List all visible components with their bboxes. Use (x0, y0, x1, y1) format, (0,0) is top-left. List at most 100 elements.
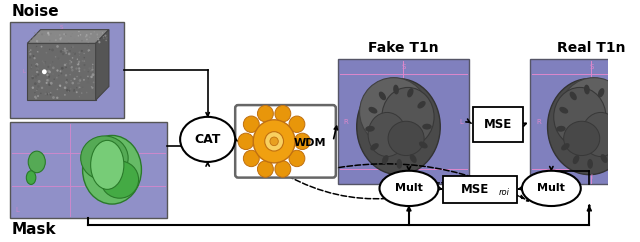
Circle shape (102, 32, 103, 33)
Polygon shape (28, 30, 109, 43)
Circle shape (82, 87, 84, 89)
Circle shape (74, 53, 76, 54)
Circle shape (38, 68, 39, 70)
Circle shape (61, 70, 63, 72)
Circle shape (47, 70, 49, 72)
Circle shape (47, 79, 49, 82)
Bar (28, 43, 95, 100)
Circle shape (33, 36, 35, 37)
Circle shape (44, 61, 45, 64)
Circle shape (238, 133, 254, 150)
Text: roi: roi (499, 188, 510, 197)
Circle shape (79, 87, 81, 88)
Circle shape (70, 61, 72, 63)
Circle shape (90, 76, 93, 78)
Circle shape (35, 75, 37, 78)
Circle shape (67, 91, 68, 92)
Circle shape (65, 41, 67, 42)
Circle shape (243, 150, 259, 167)
Circle shape (32, 76, 33, 77)
Circle shape (88, 67, 91, 70)
Text: S: S (60, 25, 63, 30)
Ellipse shape (582, 113, 620, 157)
Circle shape (86, 92, 88, 93)
Ellipse shape (28, 151, 45, 173)
Circle shape (61, 86, 64, 89)
Circle shape (38, 88, 39, 90)
Circle shape (69, 60, 70, 61)
Circle shape (34, 82, 36, 85)
Circle shape (80, 76, 82, 78)
Circle shape (253, 120, 295, 163)
Circle shape (41, 38, 43, 40)
Circle shape (71, 69, 74, 71)
Circle shape (55, 39, 57, 41)
Circle shape (67, 86, 70, 89)
Circle shape (47, 70, 50, 73)
Ellipse shape (588, 159, 593, 169)
Circle shape (79, 79, 81, 82)
Text: Real T1n: Real T1n (557, 41, 625, 55)
Circle shape (64, 86, 67, 89)
Circle shape (289, 150, 305, 167)
Circle shape (68, 42, 69, 43)
Circle shape (35, 92, 36, 93)
Circle shape (72, 45, 74, 48)
Circle shape (88, 53, 89, 55)
Circle shape (29, 53, 31, 55)
Circle shape (44, 35, 45, 36)
Circle shape (66, 89, 68, 91)
Circle shape (89, 51, 90, 52)
Ellipse shape (556, 126, 566, 132)
Circle shape (81, 40, 83, 42)
Text: Mask: Mask (12, 222, 57, 237)
Circle shape (97, 35, 98, 36)
Circle shape (98, 39, 99, 40)
Circle shape (36, 68, 39, 70)
Circle shape (42, 69, 47, 74)
Circle shape (95, 41, 97, 42)
Circle shape (31, 54, 33, 56)
Circle shape (56, 89, 58, 90)
Ellipse shape (417, 101, 426, 109)
Text: R: R (536, 119, 541, 125)
Ellipse shape (380, 171, 438, 206)
Text: L: L (459, 119, 463, 125)
Text: Mult: Mult (395, 183, 423, 193)
Circle shape (275, 161, 291, 177)
Circle shape (92, 87, 93, 89)
Circle shape (45, 82, 48, 84)
Circle shape (60, 50, 62, 53)
Circle shape (85, 36, 86, 38)
Circle shape (64, 48, 66, 50)
Circle shape (81, 60, 83, 62)
Circle shape (47, 75, 50, 77)
Circle shape (88, 71, 89, 72)
Circle shape (265, 132, 284, 151)
Circle shape (79, 89, 81, 91)
Circle shape (87, 70, 90, 72)
Circle shape (83, 79, 85, 81)
Circle shape (67, 81, 68, 83)
Circle shape (68, 53, 70, 55)
Circle shape (81, 50, 83, 52)
Circle shape (70, 80, 72, 81)
Ellipse shape (83, 136, 141, 204)
Circle shape (89, 36, 90, 38)
Ellipse shape (554, 87, 606, 146)
Circle shape (37, 95, 39, 97)
Circle shape (41, 46, 42, 47)
Circle shape (66, 79, 68, 81)
Circle shape (35, 97, 37, 99)
Circle shape (36, 52, 38, 53)
Circle shape (76, 73, 79, 75)
Text: R: R (344, 119, 348, 125)
Circle shape (68, 40, 70, 42)
Circle shape (92, 73, 95, 76)
Circle shape (38, 71, 40, 73)
Circle shape (52, 67, 54, 69)
Ellipse shape (522, 171, 580, 206)
Circle shape (106, 37, 108, 39)
Circle shape (70, 36, 72, 37)
Circle shape (38, 71, 41, 73)
